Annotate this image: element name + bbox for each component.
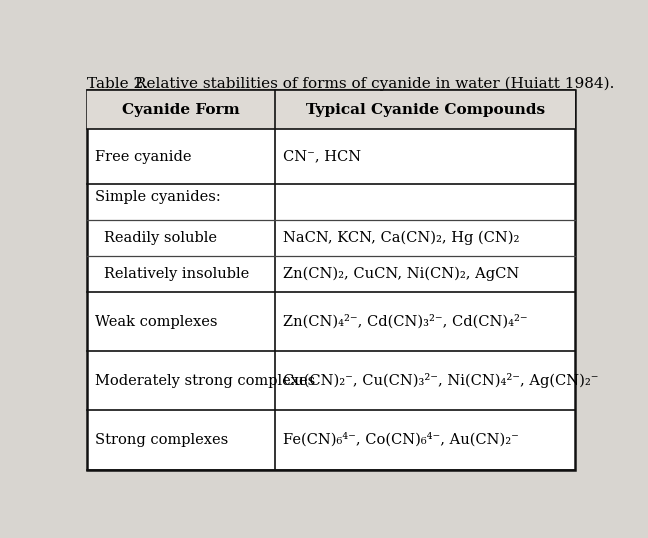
Text: CN⁻, HCN: CN⁻, HCN [283, 150, 361, 164]
Text: Readily soluble: Readily soluble [104, 231, 217, 245]
Bar [87, 90, 575, 130]
Text: Relatively insoluble: Relatively insoluble [104, 267, 249, 281]
Text: Cyanide Form: Cyanide Form [122, 103, 240, 117]
Text: Typical Cyanide Compounds: Typical Cyanide Compounds [306, 103, 545, 117]
Text: NaCN, KCN, Ca(CN)₂, Hg (CN)₂: NaCN, KCN, Ca(CN)₂, Hg (CN)₂ [283, 231, 519, 245]
Text: Weak complexes: Weak complexes [95, 315, 218, 329]
Text: Free cyanide: Free cyanide [95, 150, 191, 164]
Text: Moderately strong complexes: Moderately strong complexes [95, 374, 315, 388]
Text: Relative stabilities of forms of cyanide in water (Huiatt 1984).: Relative stabilities of forms of cyanide… [135, 77, 614, 91]
Text: Zn(CN)₂, CuCN, Ni(CN)₂, AgCN: Zn(CN)₂, CuCN, Ni(CN)₂, AgCN [283, 267, 519, 281]
Text: Strong complexes: Strong complexes [95, 433, 228, 447]
Text: Zn(CN)₄²⁻, Cd(CN)₃²⁻, Cd(CN)₄²⁻: Zn(CN)₄²⁻, Cd(CN)₃²⁻, Cd(CN)₄²⁻ [283, 314, 527, 329]
Text: Table 2.: Table 2. [87, 77, 148, 91]
Text: Fe(CN)₆⁴⁻, Co(CN)₆⁴⁻, Au(CN)₂⁻: Fe(CN)₆⁴⁻, Co(CN)₆⁴⁻, Au(CN)₂⁻ [283, 433, 519, 447]
Text: Cu(CN)₂⁻, Cu(CN)₃²⁻, Ni(CN)₄²⁻, Ag(CN)₂⁻: Cu(CN)₂⁻, Cu(CN)₃²⁻, Ni(CN)₄²⁻, Ag(CN)₂⁻ [283, 373, 598, 388]
Text: Simple cyanides:: Simple cyanides: [95, 190, 221, 204]
